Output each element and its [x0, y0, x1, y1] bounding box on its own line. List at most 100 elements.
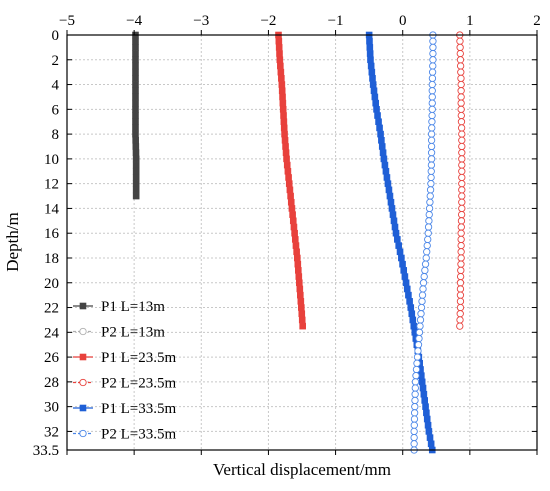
series-marker — [458, 149, 466, 157]
series-marker — [420, 272, 428, 281]
series-marker — [380, 155, 388, 163]
series-marker — [458, 136, 466, 144]
series-marker — [296, 285, 304, 293]
series-marker — [428, 87, 436, 95]
x-tick-label: −4 — [126, 13, 142, 29]
series-marker — [457, 229, 465, 237]
series-marker — [293, 248, 300, 256]
series-marker — [456, 310, 464, 318]
series-marker — [132, 130, 139, 138]
series-marker — [409, 316, 417, 324]
grid-layer — [67, 35, 537, 450]
series-marker — [298, 310, 306, 318]
series-marker — [456, 316, 464, 324]
y-tick-label: 12 — [44, 177, 59, 193]
series-marker — [281, 136, 289, 144]
y-tick-label: 14 — [44, 201, 60, 217]
series-marker — [456, 56, 465, 64]
series-marker — [413, 359, 421, 367]
series-marker — [416, 316, 425, 324]
series-marker — [299, 322, 306, 330]
series-marker — [428, 74, 437, 83]
series-marker — [407, 304, 415, 311]
series-marker — [276, 50, 283, 57]
x-tick-label: −2 — [260, 13, 276, 29]
series-marker — [287, 198, 295, 206]
series-marker — [411, 384, 419, 392]
series-marker — [132, 81, 139, 88]
legend-label: P1 L=23.5m — [101, 350, 176, 366]
series-marker — [372, 99, 379, 107]
series-marker — [427, 167, 435, 175]
legend-swatch-marker — [79, 353, 87, 361]
series-marker — [428, 68, 437, 76]
series-marker — [429, 49, 437, 58]
series-marker — [457, 87, 465, 95]
series-marker — [421, 397, 429, 404]
series-marker — [132, 136, 139, 144]
series-marker — [425, 217, 433, 225]
series-marker — [410, 421, 418, 429]
series-marker — [132, 161, 140, 169]
series-marker — [289, 217, 297, 225]
series-marker — [277, 68, 285, 76]
series-marker — [426, 198, 434, 206]
series-marker — [424, 229, 432, 237]
legend-item: P1 L=33.5m — [73, 401, 176, 417]
series-marker — [422, 254, 430, 262]
series-marker — [132, 155, 140, 163]
series-marker — [428, 99, 436, 107]
series-marker — [368, 68, 376, 76]
series-marker — [132, 192, 140, 200]
plot-frame — [66, 34, 538, 451]
y-tick-label: 24 — [44, 325, 60, 341]
series-marker — [410, 427, 418, 436]
series-marker — [458, 161, 466, 169]
series-marker — [373, 106, 380, 113]
series-marker — [280, 124, 288, 132]
series-marker — [429, 37, 437, 45]
series-marker — [402, 279, 410, 287]
series-marker — [276, 56, 284, 64]
series-marker — [386, 192, 394, 200]
series-marker — [378, 136, 385, 144]
series-marker — [416, 322, 424, 330]
series-marker — [427, 130, 436, 138]
series-marker — [394, 236, 401, 243]
series-marker — [456, 322, 464, 330]
series-marker — [385, 186, 393, 194]
series-marker — [378, 143, 386, 150]
x-tick-label: −5 — [59, 13, 75, 29]
series-marker — [283, 155, 290, 163]
series-marker — [427, 161, 436, 169]
series-marker — [427, 136, 436, 144]
series-marker — [132, 106, 139, 113]
x-axis-title: Vertical displacement/mm — [213, 460, 391, 479]
y-tick-label: 8 — [52, 127, 60, 143]
series-marker — [423, 248, 431, 256]
series-marker — [423, 415, 431, 423]
series-marker — [132, 56, 139, 64]
series-marker — [429, 62, 437, 70]
series-marker — [132, 149, 140, 156]
series-marker — [410, 322, 418, 330]
series-marker — [377, 130, 384, 138]
series-marker — [132, 174, 140, 181]
series-marker — [458, 180, 466, 188]
series-marker — [456, 272, 465, 281]
series-marker — [132, 68, 139, 76]
series-marker — [426, 192, 434, 200]
series-marker — [387, 198, 395, 206]
series-marker — [421, 260, 430, 268]
series-marker — [410, 409, 419, 417]
legend-item: P1 L=13m — [73, 299, 165, 315]
series-marker — [132, 118, 139, 126]
x-tick-label: −3 — [193, 13, 209, 29]
x-tick-label: 1 — [466, 13, 474, 29]
series-marker — [458, 186, 466, 194]
legend-item: P2 L=13m — [73, 325, 165, 341]
legend-label: P1 L=13m — [101, 299, 165, 315]
series-marker — [457, 124, 466, 132]
series-marker — [132, 180, 140, 187]
series-marker — [370, 87, 378, 95]
